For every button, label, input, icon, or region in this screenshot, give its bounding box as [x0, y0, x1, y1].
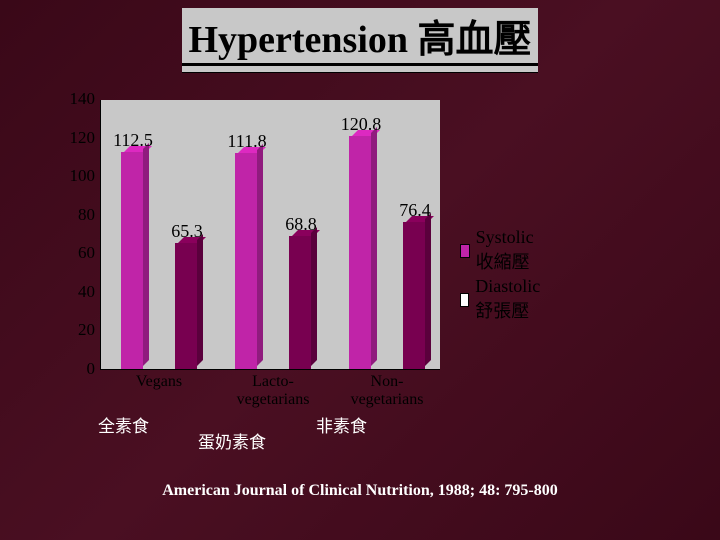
legend: Systolic 收縮壓 Diastolic 舒張壓 — [460, 225, 550, 325]
bar-diastolic: 65.3 — [175, 243, 197, 369]
bar-systolic: 111.8 — [235, 153, 257, 369]
x-category: Lacto-vegetarians — [223, 369, 323, 408]
title-wrap: Hypertension 高血壓 — [0, 0, 720, 66]
value-label: 112.5 — [109, 130, 157, 151]
value-label: 68.8 — [277, 214, 325, 235]
citation: American Journal of Clinical Nutrition, … — [0, 482, 720, 500]
legend-item-systolic: Systolic 收縮壓 — [460, 227, 550, 274]
bar-systolic: 112.5 — [121, 152, 143, 369]
y-tick: 140 — [70, 89, 96, 109]
value-label: 65.3 — [163, 221, 211, 242]
y-tick: 60 — [78, 243, 95, 263]
overlay-lacto: 蛋奶素食 — [198, 428, 266, 453]
bar-systolic: 120.8 — [349, 136, 371, 369]
legend-label-systolic: Systolic 收縮壓 — [476, 227, 550, 274]
slide: Hypertension 高血壓 0 20 40 60 80 100 120 140 112.5… — [0, 0, 720, 540]
swatch-systolic — [460, 244, 470, 258]
y-tick: 40 — [78, 282, 95, 302]
value-label: 111.8 — [223, 131, 271, 152]
y-tick: 0 — [87, 359, 96, 379]
chart: 020406080100120140112.565.3Vegans111.868… — [50, 90, 550, 420]
plot-area: 020406080100120140112.565.3Vegans111.868… — [100, 100, 440, 370]
value-label: 76.4 — [391, 200, 439, 221]
swatch-diastolic — [460, 293, 469, 307]
x-category: Non-vegetarians — [337, 369, 437, 408]
x-category: Vegans — [109, 369, 209, 391]
y-tick: 100 — [70, 166, 96, 186]
overlay-non: 非素食 — [316, 412, 367, 437]
y-tick: 120 — [70, 128, 96, 148]
legend-label-diastolic: Diastolic 舒張壓 — [475, 276, 550, 323]
y-tick: 80 — [78, 205, 95, 225]
bar-diastolic: 68.8 — [289, 236, 311, 369]
legend-item-diastolic: Diastolic 舒張壓 — [460, 276, 550, 323]
bar-diastolic: 76.4 — [403, 222, 425, 369]
slide-title: Hypertension 高血壓 — [182, 8, 537, 66]
value-label: 120.8 — [337, 114, 385, 135]
y-tick: 20 — [78, 320, 95, 340]
overlay-vegan: 全素食 — [98, 412, 149, 437]
